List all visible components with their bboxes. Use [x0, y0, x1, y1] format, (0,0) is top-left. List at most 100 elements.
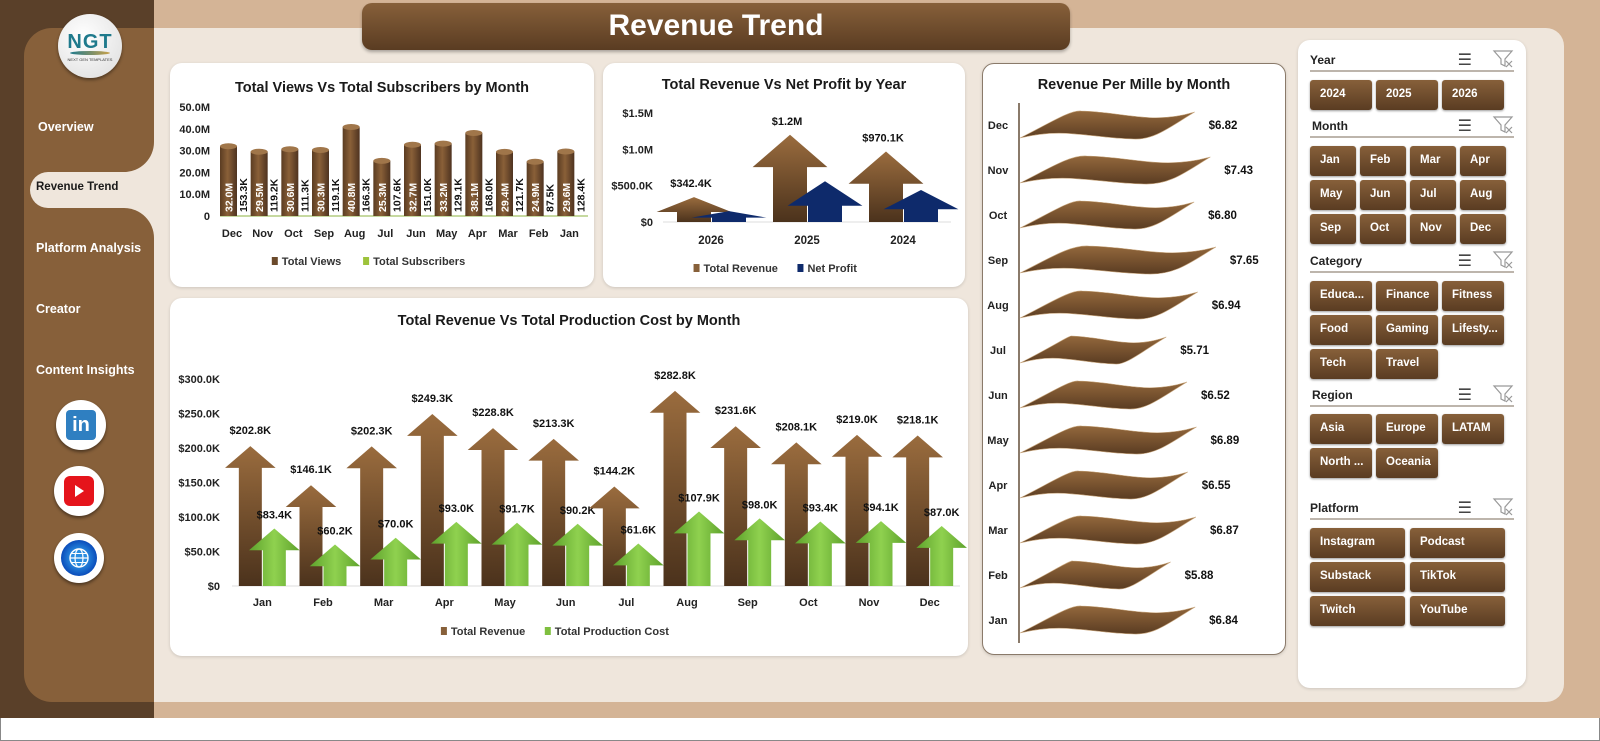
chart-title: Total Revenue Vs Total Production Cost b…	[397, 313, 741, 329]
svg-text:Feb: Feb	[313, 597, 333, 609]
svg-text:$83.4K: $83.4K	[257, 509, 293, 521]
svg-text:$250.0K: $250.0K	[178, 409, 220, 421]
svg-text:$342.4K: $342.4K	[670, 178, 712, 190]
slicer-year-option[interactable]: 2025	[1376, 80, 1438, 110]
clear-filter-icon[interactable]	[1492, 250, 1514, 270]
slicer-platform-option[interactable]: Twitch	[1310, 596, 1405, 626]
slicer-region-option[interactable]: LATAM	[1442, 414, 1504, 444]
chart-rpm-month: Revenue Per Mille by Month $6.82 Dec $7.43…	[982, 63, 1286, 655]
slicer-year-header: Year ☰	[1310, 50, 1514, 72]
svg-text:$150.0K: $150.0K	[178, 478, 220, 490]
slicer-title: Year	[1310, 53, 1336, 67]
sidebar-item-overview[interactable]: Overview	[38, 120, 94, 134]
chart-title: Total Revenue Vs Net Profit by Year	[661, 77, 907, 93]
multi-select-icon[interactable]: ☰	[1457, 253, 1472, 270]
youtube-button[interactable]	[54, 466, 104, 516]
svg-text:29.6M: 29.6M	[561, 183, 573, 212]
slicer-month-option[interactable]: May	[1310, 180, 1356, 210]
slicer-region-option[interactable]: Oceania	[1376, 448, 1438, 478]
clear-filter-icon[interactable]	[1492, 115, 1514, 135]
svg-text:May: May	[494, 597, 516, 609]
multi-select-icon[interactable]: ☰	[1457, 500, 1472, 517]
slicer-year-option[interactable]: 2024	[1310, 80, 1372, 110]
slicer-month-option[interactable]: Dec	[1460, 214, 1506, 244]
multi-select-icon[interactable]: ☰	[1457, 118, 1472, 135]
slicer-category-option[interactable]: Travel	[1376, 349, 1438, 379]
slicer-platform-option[interactable]: Instagram	[1310, 528, 1405, 558]
svg-text:Jan: Jan	[253, 597, 272, 609]
sidebar-item-creator[interactable]: Creator	[36, 302, 81, 316]
slicer-platform-option[interactable]: TikTok	[1410, 562, 1505, 592]
svg-text:111.3K: 111.3K	[299, 179, 311, 212]
svg-text:$91.7K: $91.7K	[499, 504, 535, 516]
svg-text:Jan: Jan	[989, 615, 1008, 627]
slicer-month-option[interactable]: Apr	[1460, 146, 1506, 176]
svg-text:151.0K: 151.0K	[422, 178, 434, 212]
logo-text: NGT	[67, 30, 113, 53]
svg-text:40.0M: 40.0M	[179, 124, 210, 136]
svg-text:Net Profit: Net Profit	[807, 263, 857, 275]
svg-text:32.7M: 32.7M	[408, 183, 420, 212]
slicer-platform-option[interactable]: YouTube	[1410, 596, 1505, 626]
slicer-region-option[interactable]: Europe	[1376, 414, 1438, 444]
slicer-category-option[interactable]: Tech	[1310, 349, 1372, 379]
slicer-region-header: Region ☰	[1310, 385, 1514, 407]
ngt-logo: NGT NEXT GEN TEMPLATES	[58, 14, 122, 78]
svg-text:Apr: Apr	[468, 228, 488, 240]
slicer-platform-option[interactable]: Podcast	[1410, 528, 1505, 558]
website-button[interactable]	[54, 533, 104, 583]
multi-select-icon[interactable]: ☰	[1457, 387, 1472, 404]
slicer-year-option[interactable]: 2026	[1442, 80, 1504, 110]
slicer-month-option[interactable]: Mar	[1410, 146, 1456, 176]
svg-text:Feb: Feb	[529, 228, 549, 240]
slicer-category-option[interactable]: Finance	[1376, 281, 1438, 311]
slicer-month-option[interactable]: Nov	[1410, 214, 1456, 244]
svg-text:$107.9K: $107.9K	[678, 493, 720, 505]
svg-text:Jan: Jan	[560, 228, 579, 240]
slicer-month-option[interactable]: Jun	[1360, 180, 1406, 210]
slicer-month-option[interactable]: Oct	[1360, 214, 1406, 244]
svg-text:29.5M: 29.5M	[254, 183, 266, 212]
svg-text:Oct: Oct	[284, 228, 303, 240]
slicer-month-option[interactable]: Sep	[1310, 214, 1356, 244]
slicer-title: Region	[1312, 388, 1353, 402]
slicer-month-option[interactable]: Jan	[1310, 146, 1356, 176]
slicer-category-option[interactable]: Food	[1310, 315, 1372, 345]
slicer-category-option[interactable]: Gaming	[1376, 315, 1438, 345]
sidebar-item-platform-analysis[interactable]: Platform Analysis	[36, 241, 142, 255]
svg-text:33.2M: 33.2M	[438, 183, 450, 212]
clear-filter-icon[interactable]	[1492, 49, 1514, 69]
linkedin-button[interactable]: in	[56, 400, 106, 450]
svg-text:$970.1K: $970.1K	[862, 133, 904, 145]
clear-filter-icon[interactable]	[1492, 384, 1514, 404]
sidebar-item-revenue-trend[interactable]: Revenue Trend	[30, 172, 154, 208]
svg-text:Total Production Cost: Total Production Cost	[555, 626, 669, 638]
svg-text:Mar: Mar	[988, 525, 1008, 537]
svg-text:$6.94: $6.94	[1212, 300, 1241, 312]
clear-filter-icon[interactable]	[1492, 497, 1514, 517]
chart-revenue-cost-month: Total Revenue Vs Total Production Cost b…	[170, 298, 968, 656]
views-subscribers-plot: 50.0M 40.0M 30.0M 20.0M 10.0M 0 32.0M 153.3K Dec…	[179, 102, 588, 268]
slicer-month-option[interactable]: Jul	[1410, 180, 1456, 210]
svg-text:2024: 2024	[890, 235, 916, 247]
slicer-category-option[interactable]: Educa...	[1310, 281, 1372, 311]
multi-select-icon[interactable]: ☰	[1457, 52, 1472, 69]
chart-title: Total Views Vs Total Subscribers by Mont…	[234, 80, 530, 96]
slicer-category-header: Category ☰	[1310, 251, 1514, 273]
rpm-plot: $6.82 Dec $7.43 Nov $6.80 Oct $7.65 Sep $6.94 Aug…	[987, 103, 1259, 643]
slicer-platform-option[interactable]: Substack	[1310, 562, 1405, 592]
slicer-region-option[interactable]: North ...	[1310, 448, 1372, 478]
slicer-category-option[interactable]: Fitness	[1442, 281, 1504, 311]
slicer-region-option[interactable]: Asia	[1310, 414, 1372, 444]
slicer-category-option[interactable]: Lifesty...	[1442, 315, 1504, 345]
svg-text:$6.80: $6.80	[1208, 210, 1237, 222]
sidebar-item-content-insights[interactable]: Content Insights	[36, 363, 135, 377]
svg-text:50.0M: 50.0M	[179, 102, 210, 114]
svg-text:119.2K: 119.2K	[269, 178, 281, 212]
svg-text:$60.2K: $60.2K	[317, 525, 353, 537]
slicer-month-option[interactable]: Aug	[1460, 180, 1506, 210]
chart-title: Revenue Per Mille by Month	[1037, 77, 1231, 93]
svg-text:30.3M: 30.3M	[316, 183, 328, 212]
svg-text:2025: 2025	[794, 235, 820, 247]
slicer-month-option[interactable]: Feb	[1360, 146, 1406, 176]
